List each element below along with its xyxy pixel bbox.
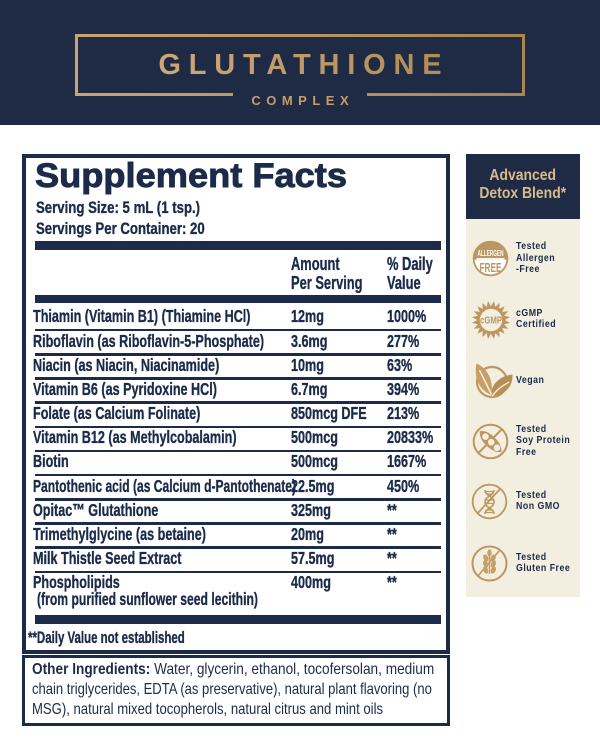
svg-text:cGMP: cGMP — [480, 315, 502, 326]
svg-text:FREE: FREE — [480, 261, 502, 275]
svg-text:ALLERGEN: ALLERGEN — [478, 249, 504, 258]
